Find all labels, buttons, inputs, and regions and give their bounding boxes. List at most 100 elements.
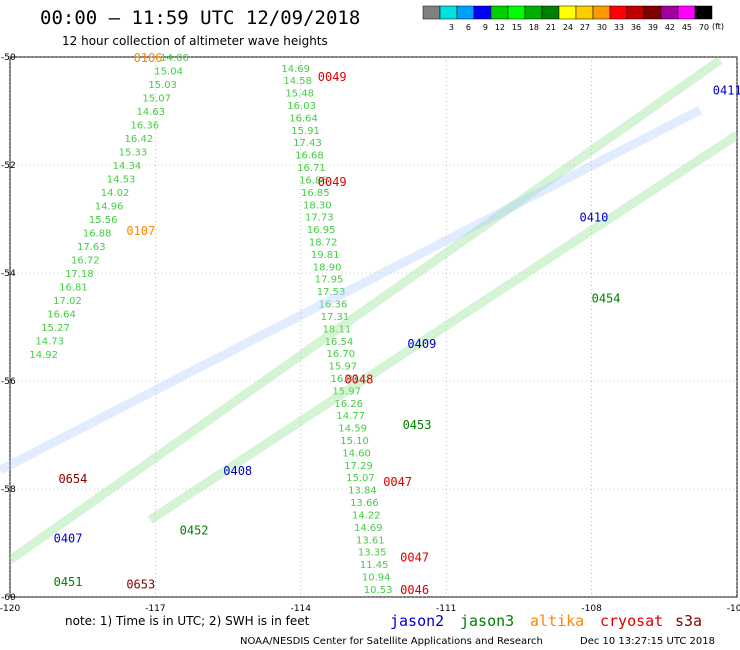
swh-value: 15.27 xyxy=(41,323,70,334)
swh-value: 16.36 xyxy=(131,121,160,132)
swh-value: 18.72 xyxy=(309,238,338,249)
swh-value: 16.68 xyxy=(295,151,324,162)
footer-note: note: 1) Time is in UTC; 2) SWH is in fe… xyxy=(65,614,310,628)
swh-value: 19.81 xyxy=(311,250,340,261)
legend-swatch xyxy=(694,5,713,20)
swh-value: 15.04 xyxy=(154,67,183,78)
pass-number-label: 0453 xyxy=(403,418,432,432)
color-scale-legend: 3 6 9 12 15 18 21 24 27 30 33 36 39 42 45 70 xyxy=(422,5,713,32)
legend-swatch xyxy=(524,5,543,20)
pass-number-label: 0049 xyxy=(318,70,347,84)
lon-tick-label: -114 xyxy=(291,604,312,614)
map-frame xyxy=(9,56,738,598)
swh-value: 15.97 xyxy=(328,362,357,373)
pass-number-label: 0048 xyxy=(344,372,373,386)
altimeter-tracks: 14.00 15.04 15.03 15.07 14.63 16.36 16.42 15.33… xyxy=(29,53,392,596)
swh-value: 14.92 xyxy=(29,350,58,361)
lat-tick-label: -52 xyxy=(1,161,16,171)
legend-swatch xyxy=(660,5,679,20)
swh-value: 15.56 xyxy=(89,215,118,226)
swh-value: 13.61 xyxy=(356,535,385,546)
page-title: 00:00 – 11:59 UTC 12/09/2018 xyxy=(40,7,360,29)
pass-number-label: 0452 xyxy=(180,524,209,538)
legend-label: 36 xyxy=(631,23,641,32)
swh-value: 15.33 xyxy=(119,148,148,159)
legend-label: 70 xyxy=(699,23,709,32)
satellite-name: s3a xyxy=(675,612,702,630)
legend-label: 24 xyxy=(563,23,573,32)
swh-value: 15.10 xyxy=(340,436,369,447)
lat-tick-label: -54 xyxy=(1,269,16,279)
swh-value: 16.64 xyxy=(47,310,76,321)
satellite-name: altika xyxy=(530,612,584,630)
swh-value: 15.03 xyxy=(148,80,177,91)
satellite-legend: jason2 jason3 altika cryosat s3a xyxy=(390,612,702,630)
swh-value: 15.91 xyxy=(291,126,320,137)
swh-value: 13.84 xyxy=(348,486,377,497)
legend-swatch xyxy=(541,5,560,20)
pass-number-label: 0046 xyxy=(400,583,429,597)
swh-value: 14.96 xyxy=(95,202,124,213)
swh-value: 15.07 xyxy=(346,473,375,484)
swh-value: 17.31 xyxy=(321,312,350,323)
swh-value: 16.36 xyxy=(319,300,348,311)
swh-value: 15.07 xyxy=(142,94,171,105)
swh-value: 16.42 xyxy=(125,134,154,145)
lon-tick-label: -105 xyxy=(727,604,740,614)
map-subtitle: 12 hour collection of altimeter wave hei… xyxy=(62,34,328,48)
swh-value: 14.58 xyxy=(283,76,312,87)
lon-tick-label: -120 xyxy=(0,604,20,614)
swh-value: 16.81 xyxy=(59,283,88,294)
swh-value: 14.69 xyxy=(354,523,383,534)
legend-swatch xyxy=(456,5,475,20)
swh-value: 17.73 xyxy=(305,213,334,224)
swh-value: 14.73 xyxy=(35,337,64,348)
swh-value: 16.81 xyxy=(330,374,359,385)
track-band xyxy=(147,131,740,524)
axis-ticks: -120 -117 -114 -111 -108 -105 -50 -52 -54 -56 -58 -… xyxy=(0,53,740,614)
pass-number-label: 0407 xyxy=(54,532,83,546)
swh-value: 16.95 xyxy=(307,225,336,236)
swh-value: 10.53 xyxy=(364,585,393,596)
lon-tick-label: -111 xyxy=(436,604,456,614)
legend-label: 9 xyxy=(483,23,488,32)
legend-label: 27 xyxy=(580,23,590,32)
swh-value: 11.45 xyxy=(360,560,389,571)
lat-tick-label: -50 xyxy=(1,53,16,63)
swh-value: 14.53 xyxy=(107,175,136,186)
swh-value: 14.59 xyxy=(338,424,367,435)
swh-value: 14.77 xyxy=(336,411,365,422)
swh-value: 16.72 xyxy=(71,256,100,267)
swh-value: 14.02 xyxy=(101,188,130,199)
satellite-name: jason3 xyxy=(460,612,514,630)
lat-tick-label: -56 xyxy=(1,377,16,387)
legend-swatch xyxy=(643,5,662,20)
swh-value: 10.94 xyxy=(362,572,391,583)
pass-number-label: 0653 xyxy=(126,578,155,592)
lon-tick-label: -108 xyxy=(581,604,602,614)
legend-label: 42 xyxy=(665,23,675,32)
legend-swatch xyxy=(609,5,628,20)
credit-right: Dec 10 13:27:15 UTC 2018 xyxy=(580,636,715,647)
pass-number-label: 0654 xyxy=(58,472,87,486)
legend-swatch xyxy=(677,5,696,20)
legend-swatch xyxy=(473,5,492,20)
pass-number-label: 0106 xyxy=(134,51,163,65)
pass-number-label: 0410 xyxy=(579,210,608,224)
track-band xyxy=(0,105,703,475)
swh-value: 16.64 xyxy=(289,113,318,124)
legend-swatch xyxy=(592,5,611,20)
swh-value: 17.95 xyxy=(315,275,344,286)
legend-label: 6 xyxy=(466,23,471,32)
swh-value: 15.48 xyxy=(285,89,314,100)
legend-swatch xyxy=(558,5,577,20)
swh-value: 16.85 xyxy=(301,188,330,199)
pass-number-label: 0047 xyxy=(400,551,429,565)
pass-number-label: 0454 xyxy=(592,291,621,305)
pass-number-label: 0409 xyxy=(407,337,436,351)
legend-swatch xyxy=(490,5,509,20)
legend-swatch xyxy=(507,5,526,20)
lon-tick-label: -117 xyxy=(145,604,165,614)
swh-value: 13.66 xyxy=(350,498,379,509)
